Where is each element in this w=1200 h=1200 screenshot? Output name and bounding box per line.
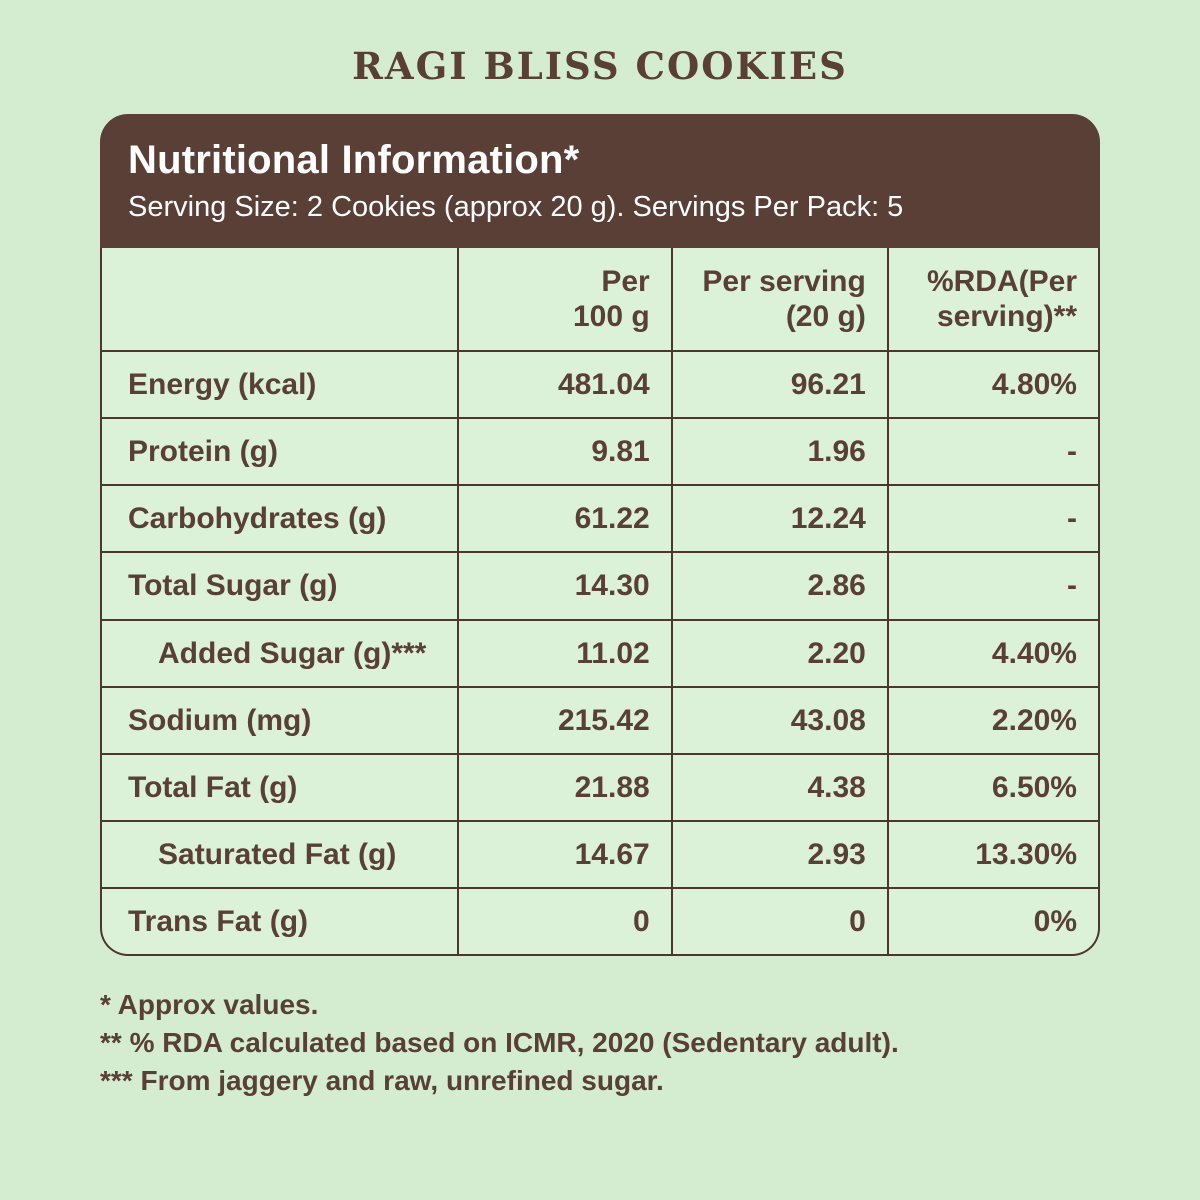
per-serving-value: 2.93: [670, 819, 888, 888]
nutrient-label: Trans Fat (g): [102, 886, 458, 955]
rda-value: -: [886, 551, 1098, 620]
table-row: Added Sugar (g)*** 11.02 2.20 4.40%: [102, 618, 1098, 687]
per-100g-value: 481.04: [456, 350, 672, 419]
rda-value: 6.50%: [886, 752, 1098, 821]
panel-header: Nutritional Information* Serving Size: 2…: [100, 114, 1100, 248]
nutrient-label: Protein (g): [102, 417, 458, 486]
per-100g-value: 21.88: [456, 752, 672, 821]
rda-value: 4.40%: [886, 618, 1098, 687]
per-100g-value: 11.02: [456, 618, 672, 687]
rda-value: -: [886, 417, 1098, 486]
footnote-sugar-source: *** From jaggery and raw, unrefined suga…: [100, 1065, 664, 1097]
rda-value: 2.20%: [886, 685, 1098, 754]
per-serving-value: 0: [670, 886, 888, 955]
column-header-per-100g: Per 100 g: [456, 248, 672, 352]
column-header-row: Per 100 g Per serving (20 g) %RDA(Per se…: [102, 248, 1098, 352]
per-serving-value: 1.96: [670, 417, 888, 486]
product-title: RAGI BLISS COOKIES: [352, 44, 848, 88]
nutrient-label: Sodium (mg): [102, 685, 458, 754]
nutrient-label: Energy (kcal): [102, 350, 458, 419]
nutrient-label: Added Sugar (g)***: [102, 618, 458, 687]
per-100g-value: 9.81: [456, 417, 672, 486]
per-serving-value: 12.24: [670, 484, 888, 553]
table-row: Saturated Fat (g) 14.67 2.93 13.30%: [102, 819, 1098, 888]
per-serving-value: 43.08: [670, 685, 888, 754]
footnote-rda-basis: ** % RDA calculated based on ICMR, 2020 …: [100, 1027, 899, 1059]
footnotes: * Approx values. ** % RDA calculated bas…: [100, 986, 1200, 1100]
table-row: Total Sugar (g) 14.30 2.86-: [102, 551, 1098, 620]
table-row: Sodium (mg) 215.42 43.08 2.20%: [102, 685, 1098, 754]
column-header-rda: %RDA(Per serving)**: [886, 248, 1098, 352]
column-header-per-serving: Per serving (20 g): [670, 248, 888, 352]
per-100g-value: 0: [456, 886, 672, 955]
footnote-approx-values: * Approx values.: [100, 989, 319, 1021]
table-row: Protein (g) 9.81 1.96-: [102, 417, 1098, 486]
nutrient-label: Total Sugar (g): [102, 551, 458, 620]
rda-value: 0%: [886, 886, 1098, 955]
serving-info: Serving Size: 2 Cookies (approx 20 g). S…: [128, 191, 904, 223]
nutrient-label: Carbohydrates (g): [102, 484, 458, 553]
rda-value: 4.80%: [886, 350, 1098, 419]
per-100g-value: 61.22: [456, 484, 672, 553]
nutrient-label: Total Fat (g): [102, 752, 458, 821]
per-100g-value: 215.42: [456, 685, 672, 754]
nutrition-rows: Energy (kcal) 481.04 96.21 4.80% Protein (g)…: [102, 350, 1098, 955]
table-row: Trans Fat (g) 0 0 0%: [102, 886, 1098, 955]
nutrient-label: Saturated Fat (g): [102, 819, 458, 888]
per-100g-value: 14.67: [456, 819, 672, 888]
per-serving-value: 2.20: [670, 618, 888, 687]
nutrition-table: Per 100 g Per serving (20 g) %RDA(Per se…: [102, 248, 1098, 955]
rda-value: -: [886, 484, 1098, 553]
rda-value: 13.30%: [886, 819, 1098, 888]
table-row: Energy (kcal) 481.04 96.21 4.80%: [102, 350, 1098, 419]
nutrition-table-wrap: Per 100 g Per serving (20 g) %RDA(Per se…: [100, 248, 1100, 957]
per-serving-value: 2.86: [670, 551, 888, 620]
nutrition-panel: Nutritional Information* Serving Size: 2…: [100, 114, 1100, 957]
per-serving-value: 4.38: [670, 752, 888, 821]
table-row: Carbohydrates (g) 61.22 12.24-: [102, 484, 1098, 553]
per-100g-value: 14.30: [456, 551, 672, 620]
per-serving-value: 96.21: [670, 350, 888, 419]
column-header-blank: [102, 248, 458, 351]
table-row: Total Fat (g) 21.88 4.38 6.50%: [102, 752, 1098, 821]
panel-heading: Nutritional Information*: [128, 138, 580, 182]
